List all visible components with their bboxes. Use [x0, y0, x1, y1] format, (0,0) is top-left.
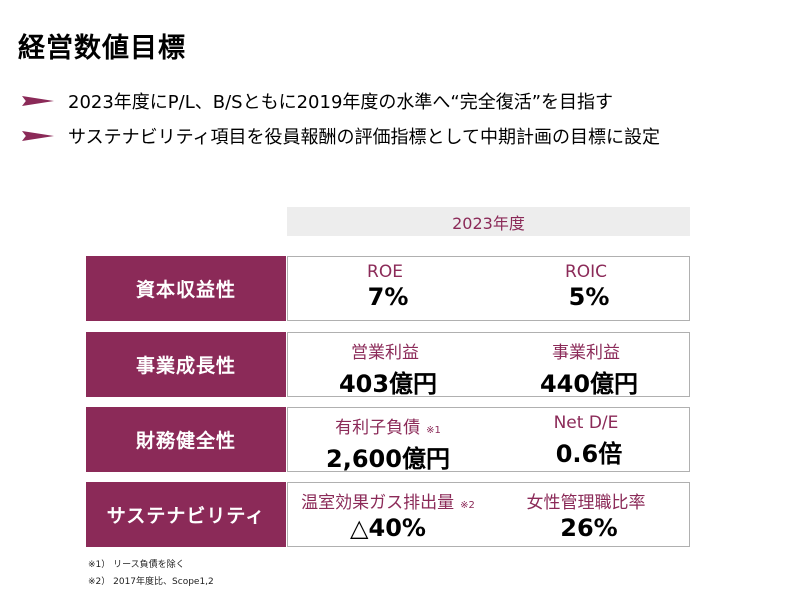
metric-label-text: ROE	[367, 262, 403, 282]
bullet-item: サステナビリティ項目を役員報酬の評価指標として中期計画の目標に設定	[22, 124, 660, 148]
metric-note: ※2	[460, 500, 475, 511]
metrics-box: 営業利益 403億円 事業利益 440億円	[287, 332, 690, 398]
metric-label: 有利子負債 ※1	[288, 413, 488, 438]
metric-label: 女性管理職比率	[489, 488, 689, 513]
table-row: 財務健全性 有利子負債 ※1 2,600億円 Net D/E 0.6倍	[86, 407, 690, 473]
footnote: ※2） 2017年度比、Scope1,2	[88, 577, 214, 587]
metrics-box: 温室効果ガス排出量 ※2 △40% 女性管理職比率 26%	[287, 482, 690, 547]
metric-cell: ROIC 5%	[489, 257, 689, 320]
metric-label-text: 温室効果ガス排出量	[301, 493, 455, 513]
metric-note: ※1	[426, 425, 441, 436]
metric-cell: 事業利益 440億円	[489, 333, 689, 398]
metric-value: 440億円	[539, 370, 639, 398]
metric-value: △40%	[350, 514, 426, 542]
metric-label-text: Net D/E	[553, 413, 619, 433]
metric-value: 7%	[367, 283, 409, 311]
metric-cell: 温室効果ガス排出量 ※2 △40%	[288, 483, 488, 546]
category-label: 財務健全性	[86, 407, 286, 472]
metric-value: 403億円	[338, 370, 438, 398]
table-row: サステナビリティ 温室効果ガス排出量 ※2 △40% 女性管理職比率 26%	[86, 482, 690, 547]
year-header: 2023年度	[287, 207, 690, 236]
table-row: 事業成長性 営業利益 403億円 事業利益 440億円	[86, 332, 690, 398]
category-label: サステナビリティ	[86, 482, 286, 547]
metric-label: 事業利益	[489, 338, 689, 363]
footnote: ※1） リース負債を除く	[88, 560, 185, 570]
metric-value: 2,600億円	[326, 445, 450, 473]
category-label: 資本収益性	[86, 256, 286, 321]
metric-value: 26%	[560, 514, 618, 542]
metric-value: 5%	[568, 283, 610, 311]
metric-label: 温室効果ガス排出量 ※2	[288, 488, 488, 513]
arrow-bullet-icon	[22, 131, 54, 141]
metric-value: 0.6倍	[555, 440, 623, 468]
metric-cell: 有利子負債 ※1 2,600億円	[288, 408, 488, 473]
bullet-text: 2023年度にP/L、B/Sともに2019年度の水準へ“完全復活”を目指す	[68, 92, 614, 113]
bullet-text: サステナビリティ項目を役員報酬の評価指標として中期計画の目標に設定	[68, 127, 661, 148]
metric-label: 営業利益	[288, 338, 488, 363]
table-row: 資本収益性 ROE 7% ROIC 5%	[86, 256, 690, 321]
metrics-box: ROE 7% ROIC 5%	[287, 256, 690, 321]
metric-cell: Net D/E 0.6倍	[489, 408, 689, 471]
metric-cell: 女性管理職比率 26%	[489, 483, 689, 546]
metric-label-text: 有利子負債	[335, 418, 421, 438]
metric-label-text: ROIC	[564, 262, 608, 282]
metric-label-text: 事業利益	[552, 343, 620, 363]
page-title: 経営数値目標	[18, 33, 186, 64]
metric-label: ROIC	[489, 262, 689, 282]
metric-label-text: 営業利益	[351, 343, 419, 363]
category-label: 事業成長性	[86, 332, 286, 397]
arrow-bullet-icon	[22, 96, 54, 106]
metric-label-text: 女性管理職比率	[526, 493, 646, 513]
metric-label: Net D/E	[489, 413, 689, 433]
metrics-box: 有利子負債 ※1 2,600億円 Net D/E 0.6倍	[287, 407, 690, 473]
metric-label: ROE	[288, 262, 488, 282]
metric-cell: ROE 7%	[288, 257, 488, 320]
bullet-item: 2023年度にP/L、B/Sともに2019年度の水準へ“完全復活”を目指す	[22, 89, 613, 113]
metric-cell: 営業利益 403億円	[288, 333, 488, 398]
